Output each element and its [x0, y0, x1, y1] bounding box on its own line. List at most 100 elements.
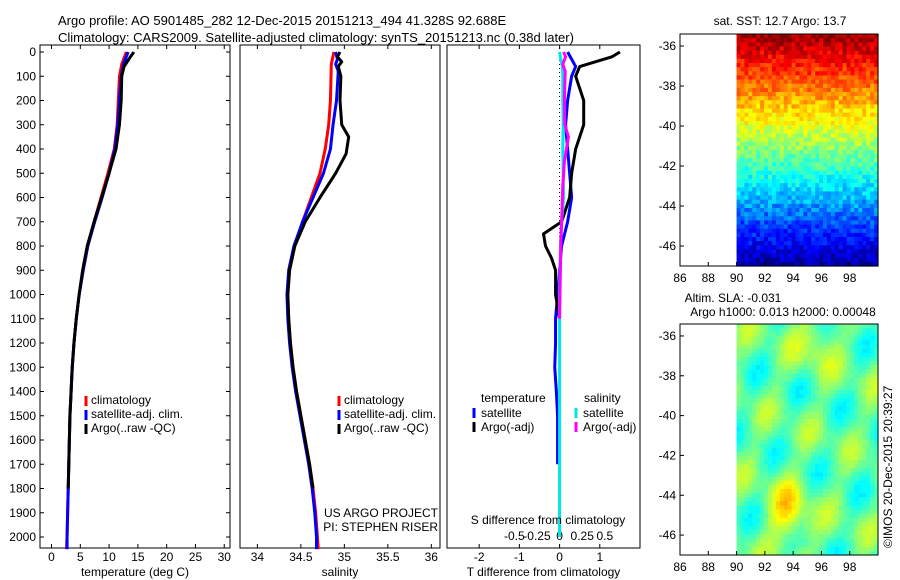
map-cell	[748, 365, 753, 370]
map-cell	[799, 224, 804, 230]
map-cell	[783, 104, 789, 110]
map-cell	[771, 50, 777, 56]
map-cell	[756, 381, 761, 387]
map-cell	[811, 208, 816, 213]
map-cell	[760, 484, 765, 490]
map-cell	[826, 154, 832, 159]
map-cell	[834, 542, 840, 548]
map-cell	[760, 526, 765, 531]
map-cell	[811, 116, 816, 122]
map-cell	[740, 67, 746, 72]
map-cell	[846, 464, 852, 469]
map-cell	[819, 451, 824, 457]
map-cell	[830, 501, 836, 507]
map-cell	[752, 423, 757, 428]
map-cell	[744, 526, 749, 531]
map-cell	[842, 517, 848, 523]
map-cell	[744, 340, 749, 346]
map-cell	[783, 253, 789, 259]
map-cell	[815, 439, 820, 445]
map-cell	[740, 546, 746, 552]
map-cell	[834, 522, 840, 527]
map-cell	[744, 50, 749, 56]
map-cell	[850, 439, 856, 445]
map-cell	[775, 497, 781, 502]
map-cell	[787, 133, 793, 139]
map-cell	[740, 261, 746, 267]
map-cell	[748, 385, 753, 391]
map-cell	[862, 67, 867, 72]
map-cell	[768, 505, 773, 511]
map-cell	[787, 129, 793, 135]
map-cell	[752, 324, 757, 329]
map-cell	[866, 431, 871, 436]
map-cell	[768, 38, 773, 43]
map-cell	[838, 410, 844, 416]
map-cell	[834, 191, 840, 197]
map-cell	[815, 129, 820, 135]
map-cell	[819, 340, 824, 346]
map-cell	[815, 108, 820, 114]
map-cell	[799, 257, 804, 263]
map-cell	[744, 513, 749, 519]
map-cell	[870, 108, 875, 114]
map-cell	[736, 116, 742, 122]
map-cell	[834, 46, 840, 52]
map-cell	[740, 212, 746, 217]
map-cell	[823, 75, 828, 81]
map-cell	[736, 361, 742, 366]
map-cell	[854, 253, 859, 259]
map-cell	[870, 104, 875, 110]
map-cell	[795, 108, 801, 114]
map-cell	[842, 402, 848, 408]
map-cell	[850, 324, 856, 329]
map-cell	[819, 92, 824, 97]
map-cell	[815, 423, 820, 428]
map-cell	[811, 83, 816, 89]
map-cell	[823, 423, 828, 428]
map-cell	[748, 249, 753, 255]
map-cell	[740, 104, 746, 110]
map-cell	[736, 340, 742, 346]
map-cell	[740, 468, 746, 474]
map-cell	[756, 489, 761, 494]
map-cell	[744, 141, 749, 147]
map-cell	[760, 336, 765, 342]
map-cell	[823, 460, 828, 465]
map-cell	[787, 538, 793, 544]
map-cell	[866, 46, 871, 52]
map-cell	[807, 324, 812, 329]
map-cell	[771, 377, 777, 383]
map-cell	[870, 245, 875, 251]
map-cell	[744, 332, 749, 337]
map-cell	[811, 431, 816, 436]
map-cell	[787, 63, 793, 68]
map-cell	[811, 546, 816, 552]
map-cell	[775, 464, 781, 469]
map-cell	[756, 538, 761, 544]
map-cell	[748, 87, 753, 93]
map-cell	[803, 141, 808, 147]
map-cell	[764, 534, 769, 540]
map-cell	[799, 344, 804, 350]
map-cell	[846, 212, 852, 217]
map-cell	[791, 67, 797, 72]
map-cell	[764, 133, 769, 139]
map-cell	[791, 154, 797, 159]
map-cell	[791, 199, 797, 205]
map-cell	[787, 216, 793, 222]
map-cell	[791, 34, 797, 39]
map-cell	[846, 336, 852, 342]
map-cell	[803, 245, 808, 251]
map-cell	[858, 489, 863, 494]
map-cell	[795, 546, 801, 552]
map-cell	[787, 145, 793, 151]
map-cell	[787, 174, 793, 180]
map-cell	[756, 464, 761, 469]
map-cell	[830, 150, 836, 155]
map-cell	[838, 402, 844, 408]
map-cell	[740, 54, 746, 60]
map-cell	[826, 75, 832, 81]
map-cell	[874, 154, 879, 159]
map-cell	[764, 381, 769, 387]
